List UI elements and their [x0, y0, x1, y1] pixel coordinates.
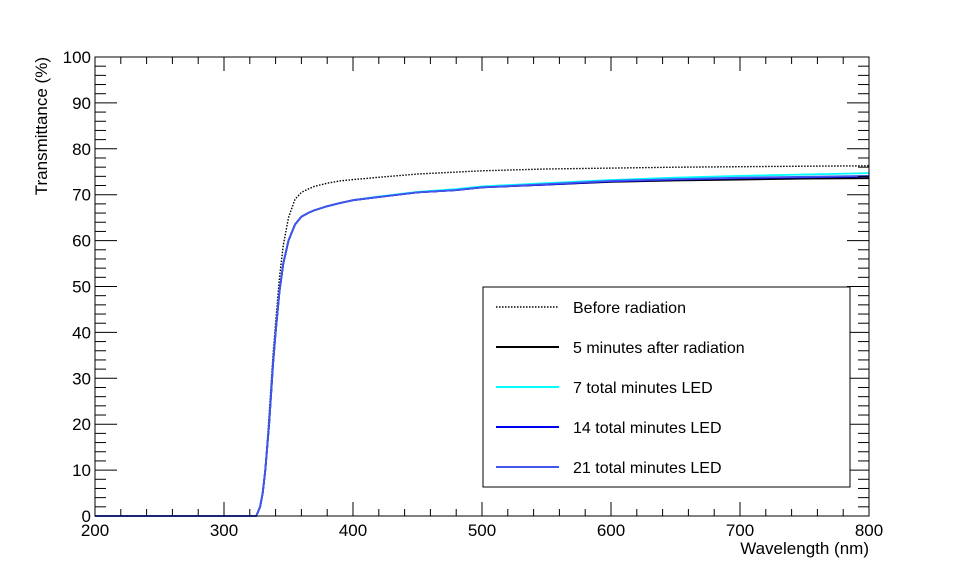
axes-layer: 200 300 400 500 600 700 800 0 10 20 30 40 50 60 70 80 90…: [32, 48, 883, 558]
x-tick-label: 600: [597, 521, 625, 540]
x-tick-label: 200: [81, 521, 109, 540]
y-tick-label: 10: [72, 461, 91, 480]
y-tick-label: 50: [72, 278, 91, 297]
y-tick-label: 90: [72, 94, 91, 113]
y-tick-label: 20: [72, 415, 91, 434]
x-tick-label: 300: [210, 521, 238, 540]
legend: Before radiation 5 minutes after radiatio…: [482, 286, 851, 488]
y-tick-label: 70: [72, 186, 91, 205]
y-tick-label: 30: [72, 369, 91, 388]
y-tick-label: 100: [63, 48, 91, 67]
y-tick-label: 80: [72, 140, 91, 159]
x-tick-label: 700: [726, 521, 754, 540]
y-axis-title: Transmittance (%): [32, 57, 51, 195]
legend-label-4: 21 total minutes LED: [573, 460, 722, 477]
legend-label-1: 5 minutes after radiation: [573, 340, 745, 357]
legend-label-2: 7 total minutes LED: [573, 380, 713, 397]
legend-label-0: Before radiation: [573, 300, 686, 317]
y-tick-label: 40: [72, 323, 91, 342]
y-tick-label: 0: [82, 507, 91, 526]
x-tick-label: 400: [339, 521, 367, 540]
y-tick-label: 60: [72, 232, 91, 251]
legend-label-3: 14 total minutes LED: [573, 420, 722, 437]
x-tick-label: 800: [855, 521, 883, 540]
x-axis-title: Wavelength (nm): [740, 539, 869, 558]
series-line-4: [95, 175, 870, 517]
series-layer: [95, 165, 870, 517]
x-tick-label: 500: [468, 521, 496, 540]
